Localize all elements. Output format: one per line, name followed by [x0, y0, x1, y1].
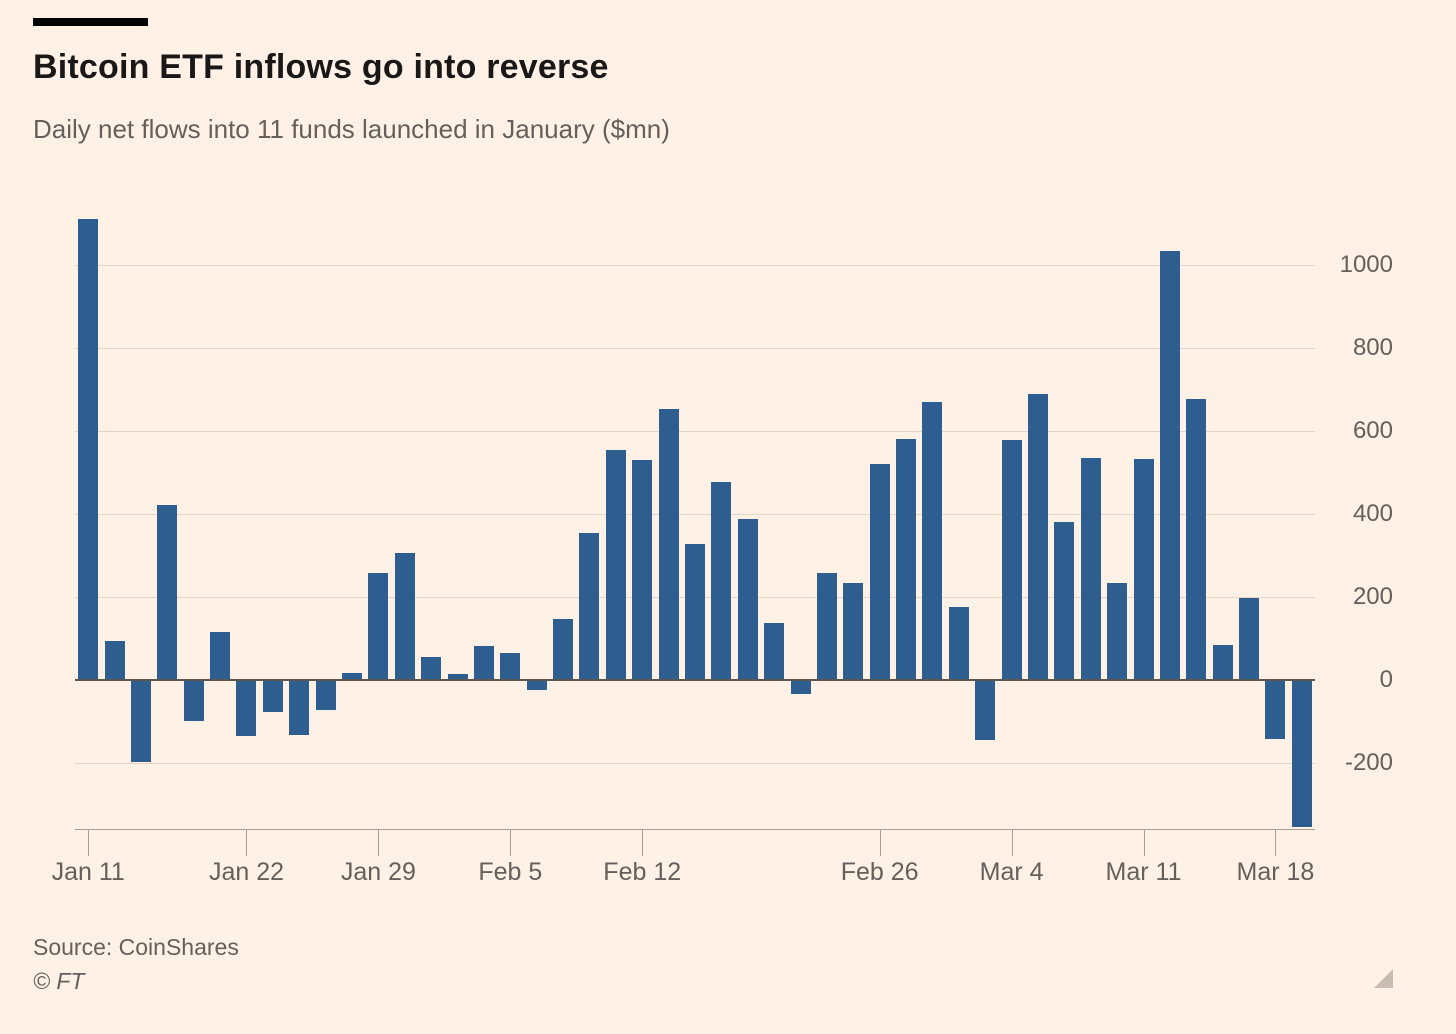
kicker-bar: [33, 18, 148, 26]
bar: [869, 463, 890, 680]
y-tick-label: -200: [1344, 748, 1393, 776]
bar: [1212, 644, 1233, 680]
gridline: [75, 762, 1315, 764]
bar: [764, 622, 785, 680]
bar: [130, 679, 151, 762]
y-tick-label: 600: [1352, 416, 1393, 444]
bar: [896, 438, 917, 680]
y-tick-label: 0: [1379, 665, 1393, 693]
bar: [1107, 582, 1128, 680]
x-tick-label: Mar 11: [1105, 858, 1182, 886]
x-tick-label: Jan 22: [208, 858, 285, 886]
bar: [1265, 679, 1286, 739]
chart-subtitle: Daily net flows into 11 funds launched i…: [33, 114, 670, 144]
bar: [210, 631, 231, 680]
x-tick-label: Mar 4: [979, 858, 1044, 886]
bar: [1159, 250, 1180, 680]
gridline: [75, 513, 1315, 515]
bar: [1291, 679, 1312, 827]
gridline: [75, 264, 1315, 266]
x-tick-label: Jan 29: [340, 858, 416, 886]
x-tick: [1011, 830, 1013, 856]
bar: [948, 607, 969, 680]
bar: [1186, 398, 1207, 680]
bar: [605, 449, 626, 680]
x-axis: Jan 11 Jan 22 Jan 29 Feb 5 Feb 12 Feb 26 Mar 4…: [52, 830, 1315, 900]
bar: [262, 679, 283, 712]
chart-title: Bitcoin ETF inflows go into reverse: [33, 48, 609, 86]
bar: [685, 543, 705, 680]
gridline: [75, 347, 1315, 349]
bar: [1054, 521, 1075, 680]
bar: [526, 679, 547, 690]
bar: [315, 679, 336, 710]
x-tick: [88, 830, 90, 856]
x-tick: [1275, 830, 1277, 856]
plot-area: [75, 215, 1315, 830]
zero-line: [75, 678, 1315, 681]
resize-handle-icon: [1374, 969, 1393, 988]
bar: [790, 679, 811, 694]
x-tick-label: Feb 12: [603, 858, 682, 886]
y-tick-label: 800: [1352, 333, 1393, 361]
bar: [183, 679, 204, 722]
x-tick-label: Feb 26: [840, 858, 919, 886]
x-tick: [642, 830, 644, 856]
bar: [737, 518, 758, 680]
bar: [1001, 439, 1022, 680]
bar: [342, 672, 363, 680]
bar: [711, 481, 732, 680]
bar: [553, 619, 574, 680]
y-tick-label: 200: [1352, 582, 1393, 610]
x-tick-label: Mar 18: [1236, 858, 1315, 886]
x-tick-label: Jan 11: [51, 858, 125, 886]
y-axis-labels: 1000 800 600 400 200 0 -200: [1323, 215, 1393, 829]
bar: [500, 652, 521, 680]
bar: [473, 646, 494, 680]
bar: [922, 401, 943, 680]
ft-credit: © FT: [33, 968, 85, 994]
bar: [78, 219, 99, 680]
bar: [421, 656, 442, 680]
gridline: [75, 430, 1315, 432]
x-tick: [1143, 830, 1145, 856]
bar: [236, 679, 257, 736]
bar: [289, 679, 310, 735]
bar: [447, 673, 468, 680]
x-tick-label: Feb 5: [478, 858, 543, 886]
x-tick: [378, 830, 380, 856]
bar: [632, 459, 653, 680]
bar: [1080, 457, 1101, 680]
bar: [368, 572, 389, 680]
bar: [658, 408, 679, 680]
y-tick-label: 1000: [1339, 250, 1393, 278]
bar: [1239, 597, 1260, 680]
bar: [394, 552, 415, 680]
bar: [579, 532, 600, 680]
bar: [975, 679, 996, 740]
bar: [816, 572, 837, 680]
bar: [104, 641, 125, 680]
x-tick: [510, 830, 512, 856]
bar: [843, 582, 864, 680]
bar: [1133, 458, 1154, 680]
bar: [157, 504, 178, 680]
bar: [1027, 393, 1048, 680]
x-tick: [246, 830, 248, 856]
y-tick-label: 400: [1352, 499, 1393, 527]
source-line: Source: CoinShares: [33, 934, 239, 960]
x-tick: [879, 830, 881, 856]
